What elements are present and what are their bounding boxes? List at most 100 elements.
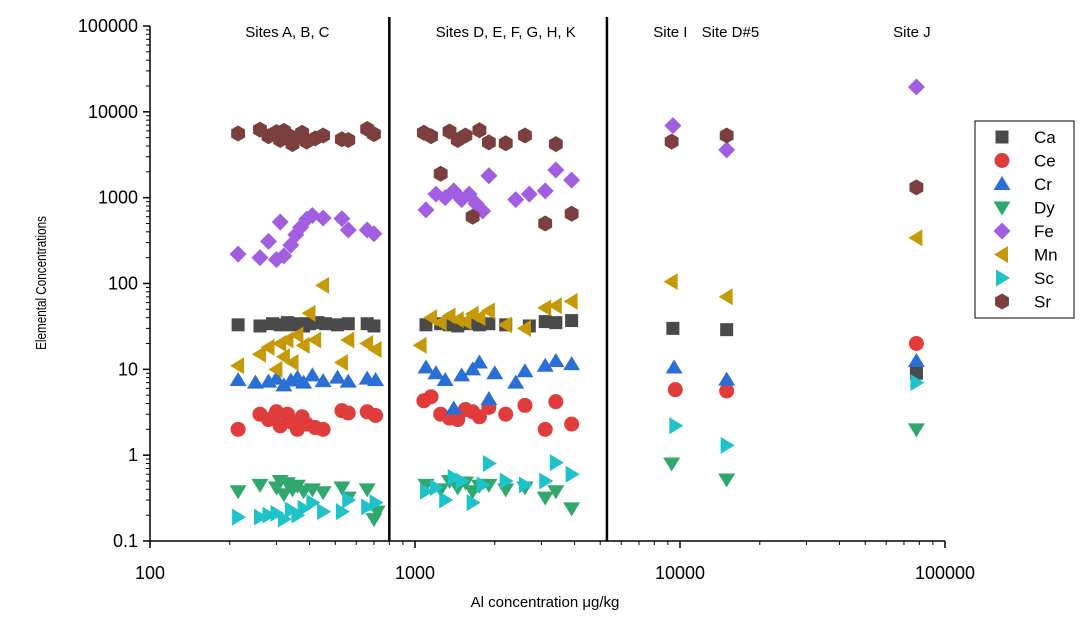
data-point-fe bbox=[271, 213, 289, 231]
data-point-ce bbox=[423, 389, 439, 405]
data-point-sc bbox=[361, 498, 376, 516]
data-point-fe bbox=[251, 249, 269, 267]
data-point-sr bbox=[433, 165, 448, 182]
data-point-mn bbox=[497, 316, 512, 334]
data-point-cr bbox=[563, 356, 581, 371]
data-point-ca bbox=[253, 319, 267, 333]
data-point-sc bbox=[262, 506, 277, 524]
data-point-ca bbox=[419, 318, 433, 332]
region-label: Site I bbox=[653, 24, 687, 41]
data-points bbox=[229, 78, 925, 528]
legend-label-ce: Ce bbox=[1034, 152, 1056, 171]
data-point-sr bbox=[231, 125, 246, 142]
data-point-ca bbox=[549, 316, 563, 330]
data-point-ca bbox=[331, 318, 345, 332]
data-point-ce bbox=[272, 418, 288, 434]
series-mn bbox=[230, 229, 923, 378]
data-point-mn bbox=[563, 292, 578, 310]
data-point-ce bbox=[908, 335, 924, 351]
x-axis-title: Al concentration μg/kg bbox=[471, 594, 620, 611]
data-point-fe bbox=[507, 191, 525, 209]
data-point-cr bbox=[486, 365, 504, 380]
series-sr bbox=[231, 121, 924, 232]
data-point-cr bbox=[536, 357, 554, 372]
data-point-dy bbox=[358, 483, 376, 498]
data-point-sc bbox=[419, 482, 434, 500]
data-point-mn bbox=[251, 345, 266, 363]
data-point-sr bbox=[367, 126, 381, 143]
data-point-mn bbox=[260, 338, 275, 356]
data-point-cr bbox=[445, 400, 463, 415]
data-point-sr bbox=[465, 208, 480, 225]
data-point-mn bbox=[449, 311, 464, 329]
data-point-mn bbox=[359, 334, 374, 352]
data-point-fe bbox=[333, 210, 351, 228]
data-point-cr bbox=[665, 359, 683, 374]
y-tick-label: 10 bbox=[118, 359, 138, 379]
data-point-mn bbox=[279, 331, 294, 349]
data-point-mn bbox=[333, 354, 348, 372]
data-point-sc bbox=[669, 417, 684, 435]
data-point-mn bbox=[547, 297, 562, 315]
data-point-mn bbox=[908, 229, 923, 247]
data-point-ce bbox=[340, 405, 356, 421]
data-point-dy bbox=[275, 488, 293, 503]
legend-marker-ce bbox=[994, 153, 1010, 168]
legend-marker-cr bbox=[993, 176, 1011, 190]
data-point-cr bbox=[507, 374, 525, 389]
region-label: Site J bbox=[893, 24, 931, 41]
data-point-dy bbox=[536, 491, 554, 506]
data-point-cr bbox=[427, 365, 445, 380]
data-point-fe bbox=[907, 78, 925, 96]
data-point-dy bbox=[663, 457, 681, 472]
data-point-sc bbox=[429, 479, 444, 497]
legend-marker-fe bbox=[993, 222, 1011, 240]
data-point-sc bbox=[499, 472, 514, 490]
data-point-fe bbox=[536, 182, 554, 200]
legend-marker-ca bbox=[995, 130, 1009, 144]
data-point-ce bbox=[537, 421, 553, 437]
data-point-fe bbox=[417, 201, 435, 219]
y-tick-label: 1 bbox=[128, 445, 138, 465]
data-point-sc bbox=[910, 374, 925, 392]
data-point-mn bbox=[412, 336, 427, 354]
legend-label-ca: Ca bbox=[1034, 128, 1056, 147]
x-tick-label: 100 bbox=[135, 563, 165, 583]
series-sc bbox=[232, 374, 925, 528]
x-axis-ticks: 100 1000 10000 100000 bbox=[135, 541, 975, 583]
data-point-sr bbox=[498, 135, 513, 152]
data-point-cr bbox=[436, 372, 454, 387]
data-point-sc bbox=[297, 499, 312, 517]
legend: Ca Ce Cr Dy Fe Mn Sc Sr bbox=[974, 120, 1075, 319]
data-point-sc bbox=[518, 476, 533, 494]
data-point-mn bbox=[301, 304, 316, 322]
y-tick-label: 100000 bbox=[78, 16, 138, 36]
y-axis-ticks: 0.1 1 10 100 1000 10000 100000 bbox=[78, 16, 150, 551]
data-point-dy bbox=[229, 485, 247, 500]
data-point-fe bbox=[718, 141, 736, 159]
data-point-sc bbox=[565, 465, 580, 483]
y-tick-label: 10000 bbox=[88, 102, 138, 122]
data-point-mn bbox=[367, 341, 382, 359]
data-point-cr bbox=[907, 353, 925, 368]
data-point-dy bbox=[563, 502, 581, 517]
legend-items: Ca Ce Cr Dy Fe Mn Sc Sr bbox=[993, 128, 1058, 312]
data-point-fe bbox=[547, 161, 565, 179]
data-point-mn bbox=[275, 348, 290, 366]
legend-marker-mn bbox=[994, 246, 1008, 263]
data-point-sc bbox=[539, 472, 554, 490]
data-point-ce bbox=[548, 394, 564, 410]
x-tick-label: 10000 bbox=[655, 563, 705, 583]
series-fe bbox=[229, 78, 925, 269]
region-labels: Sites A, B, C Sites D, E, F, G, H, K Site … bbox=[245, 24, 930, 41]
data-point-ca bbox=[231, 318, 245, 332]
data-point-sr bbox=[909, 179, 924, 196]
data-point-sc bbox=[455, 472, 470, 490]
data-point-cr bbox=[516, 363, 534, 378]
data-point-ce bbox=[368, 407, 384, 423]
data-point-ca bbox=[666, 321, 680, 335]
data-point-sc bbox=[369, 494, 384, 512]
data-point-dy bbox=[333, 481, 351, 496]
region-label: Sites D, E, F, G, H, K bbox=[436, 24, 576, 41]
data-point-ce bbox=[719, 383, 735, 399]
